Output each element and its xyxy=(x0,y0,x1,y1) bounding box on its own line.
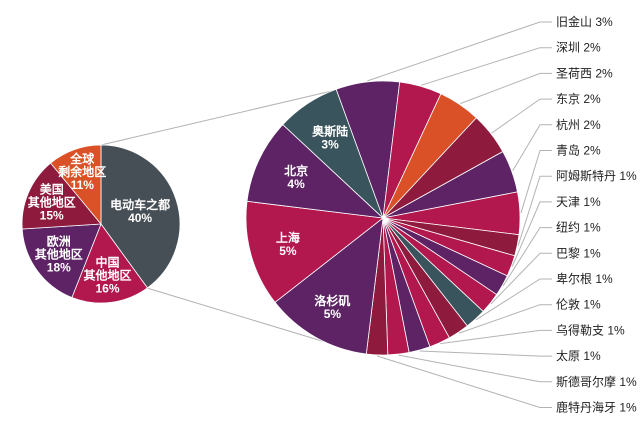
connector-line-1 xyxy=(146,287,346,349)
connector-line-0 xyxy=(100,89,337,146)
leader-line-shenzhen xyxy=(420,47,552,86)
label-san-jose: 圣荷西 2% xyxy=(556,66,613,80)
slice-beijing xyxy=(246,124,385,219)
slice-rest-of-world xyxy=(50,144,102,226)
slice-los-angeles xyxy=(274,217,384,355)
label-rotterdam-the-hague: 鹿特丹海牙 1% xyxy=(556,400,637,415)
label-taiyuan: 太原 1% xyxy=(556,348,601,363)
slice-shanghai xyxy=(245,200,385,303)
label-rest-of-world: 全球剩余地区 11% xyxy=(58,151,106,192)
label-paris: 巴黎 1% xyxy=(556,246,601,260)
label-hangzhou: 杭州 2% xyxy=(556,117,601,132)
slice-oslo xyxy=(282,88,384,219)
label-bergen: 卑尔根 1% xyxy=(556,271,613,286)
label-new-york: 纽约 1% xyxy=(556,220,601,235)
leader-line-qingdao xyxy=(520,150,552,214)
label-los-angeles: 洛杉矶 5% xyxy=(314,293,350,321)
leader-line-london xyxy=(459,304,552,334)
leader-line-stockholm xyxy=(398,354,552,383)
label-shenzhen: 深圳 2% xyxy=(556,41,601,55)
global-ev-market-share-pie: 电动车之都 40% 中国其他地区 16%欧洲其他地区 18% 美国其他地区 15%全球剩余地… xyxy=(21,144,181,304)
label-tokyo: 东京 2% xyxy=(556,92,601,106)
label-utrecht: 乌得勒支 1% xyxy=(556,322,625,337)
label-stockholm: 斯德哥尔摩 1% xyxy=(556,374,637,389)
ev-capital-cities-breakdown-pie: 旧金山 3% 深圳 2% 圣荷西 2% 东京 2% 杭州 2% 青岛 2% 阿姆斯特丹 1%… xyxy=(245,14,637,415)
leader-line-bergen xyxy=(475,278,552,321)
label-london: 伦敦 1% xyxy=(556,297,601,312)
leader-line-tianjin xyxy=(511,201,552,267)
leader-line-new-york xyxy=(502,227,552,287)
label-rest-of-china: 中国其他地区 16% xyxy=(83,255,131,296)
leader-line-utrecht xyxy=(440,329,552,345)
label-rest-of-usa: 美国其他地区 15% xyxy=(28,182,76,223)
label-san-francisco: 旧金山 3% xyxy=(556,14,613,29)
leader-line-amsterdam xyxy=(517,175,552,246)
slice-ev-capitals xyxy=(100,144,181,289)
leader-line-san-francisco xyxy=(367,21,552,82)
label-tianjin: 天津 1% xyxy=(556,195,601,209)
leader-line-taiyuan xyxy=(419,350,552,357)
label-beijing: 北京 4% xyxy=(284,163,308,191)
leader-line-rotterdam-the-hague xyxy=(376,355,552,408)
label-ev-capitals: 电动车之都 40% xyxy=(110,197,170,225)
slice-rest-of-europe xyxy=(21,223,102,299)
leader-line-tokyo xyxy=(491,98,552,134)
leader-line-hangzhou xyxy=(512,124,552,172)
slice-rest-of-china xyxy=(71,223,148,304)
label-rest-of-europe: 欧洲其他地区 18% xyxy=(35,234,83,275)
leader-line-san-jose xyxy=(460,72,552,105)
pie-connector-lines xyxy=(100,89,346,349)
slice-rest-of-usa xyxy=(21,162,102,230)
label-shanghai: 上海 5% xyxy=(276,230,300,258)
label-oslo: 奥斯陆 3% xyxy=(312,124,348,152)
label-amsterdam: 阿姆斯特丹 1% xyxy=(556,168,637,183)
label-qingdao: 青岛 2% xyxy=(556,143,601,158)
leader-line-paris xyxy=(490,252,552,305)
